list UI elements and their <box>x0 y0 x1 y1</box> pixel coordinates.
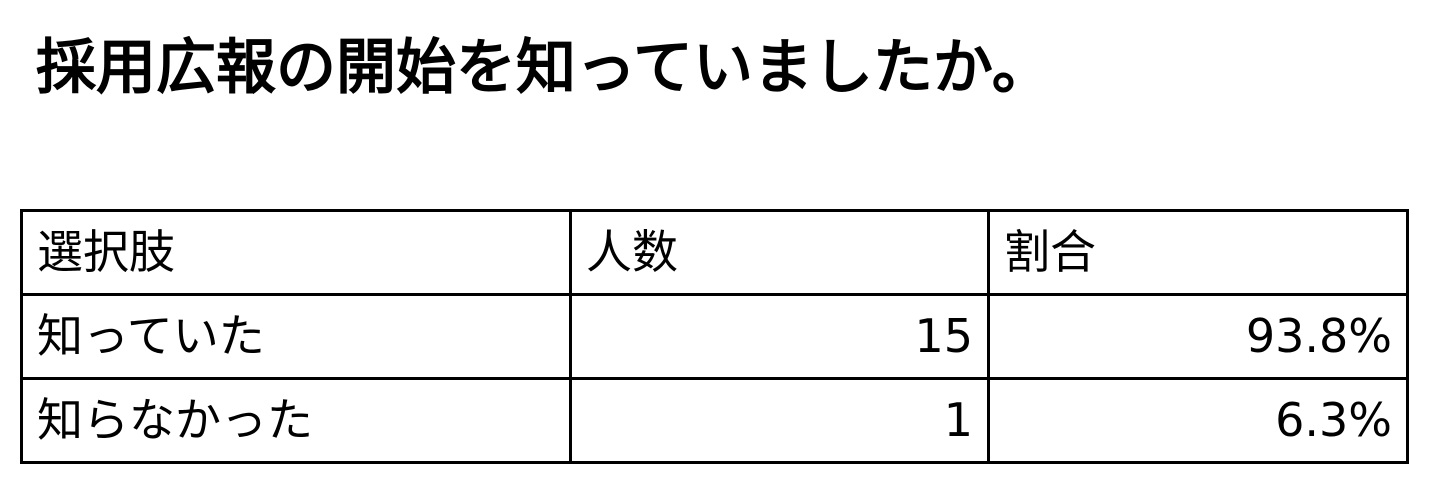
cell-ratio: 93.8% <box>987 293 1409 380</box>
header-count: 人数 <box>569 209 990 296</box>
header-ratio: 割合 <box>987 209 1409 296</box>
table-row: 知っていた 15 93.8% <box>20 293 1409 380</box>
cell-option: 知っていた <box>20 293 572 380</box>
table-header-row: 選択肢 人数 割合 <box>20 209 1409 296</box>
cell-count: 15 <box>569 293 990 380</box>
cell-count: 1 <box>569 377 990 464</box>
cell-ratio: 6.3% <box>987 377 1409 464</box>
cell-option: 知らなかった <box>20 377 572 464</box>
results-table: 選択肢 人数 割合 知っていた 15 93.8% 知らなかった 1 6.3% <box>20 209 1409 464</box>
header-option: 選択肢 <box>20 209 572 296</box>
page-title: 採用広報の開始を知っていましたか。 <box>36 33 1052 103</box>
table-row: 知らなかった 1 6.3% <box>20 377 1409 464</box>
